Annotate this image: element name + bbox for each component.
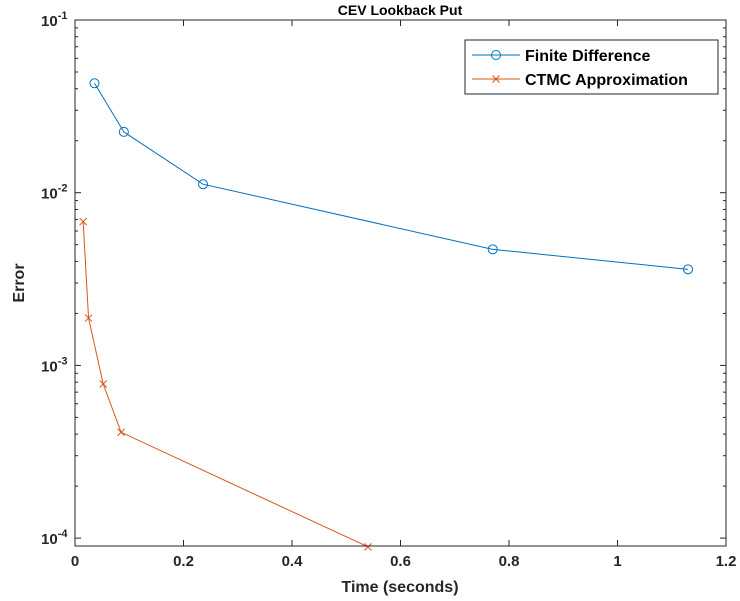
x-tick-label: 1: [613, 553, 621, 570]
y-tick-label: 10-2: [41, 183, 67, 203]
x-tick-label: 0.4: [282, 553, 304, 570]
x-tick-label: 0.2: [173, 553, 194, 570]
x-tick-label: 0: [71, 553, 79, 570]
y-axis-label: Error: [11, 263, 28, 302]
data-point-0: [118, 126, 129, 137]
legend-label: CTMC Approximation: [525, 72, 688, 89]
legend-marker: [492, 75, 500, 83]
data-point-0: [683, 264, 694, 275]
data-point-1-stroke: [99, 380, 108, 388]
data-point-1: [99, 380, 108, 388]
data-point-0: [198, 179, 209, 190]
legend-marker-stroke: [492, 75, 500, 83]
data-point-0: [89, 78, 100, 89]
data-point-0: [487, 244, 498, 255]
y-tick-label: 10-3: [41, 355, 67, 375]
chart-title: CEV Lookback Put: [338, 2, 463, 18]
data-point-1-stroke: [84, 314, 93, 322]
data-point-1: [79, 217, 87, 226]
data-point-1-stroke: [364, 542, 372, 551]
series-layer: [79, 78, 694, 551]
y-tick-label: 10-1: [41, 10, 67, 30]
legend-box: [464, 39, 719, 95]
plot-area: [75, 20, 726, 546]
series-line-0: [94, 83, 689, 270]
legend-marker: [491, 50, 501, 60]
data-point-1: [364, 542, 372, 551]
y-tick-label: 10-4: [41, 528, 68, 548]
data-point-1-stroke: [79, 217, 87, 226]
data-point-1: [84, 314, 93, 322]
data-point-1-stroke: [117, 428, 125, 437]
legend: Finite Difference CTMC Approximation: [464, 39, 719, 95]
x-tick-label: 0.8: [499, 553, 520, 570]
data-point-1: [117, 428, 125, 437]
x-tick-label: 1.2: [716, 553, 737, 570]
plot-frame: [74, 19, 727, 547]
x-tick-label: 0.6: [390, 553, 411, 570]
legend-label: Finite Difference: [525, 48, 650, 65]
x-axis-label: Time (seconds): [341, 579, 458, 596]
